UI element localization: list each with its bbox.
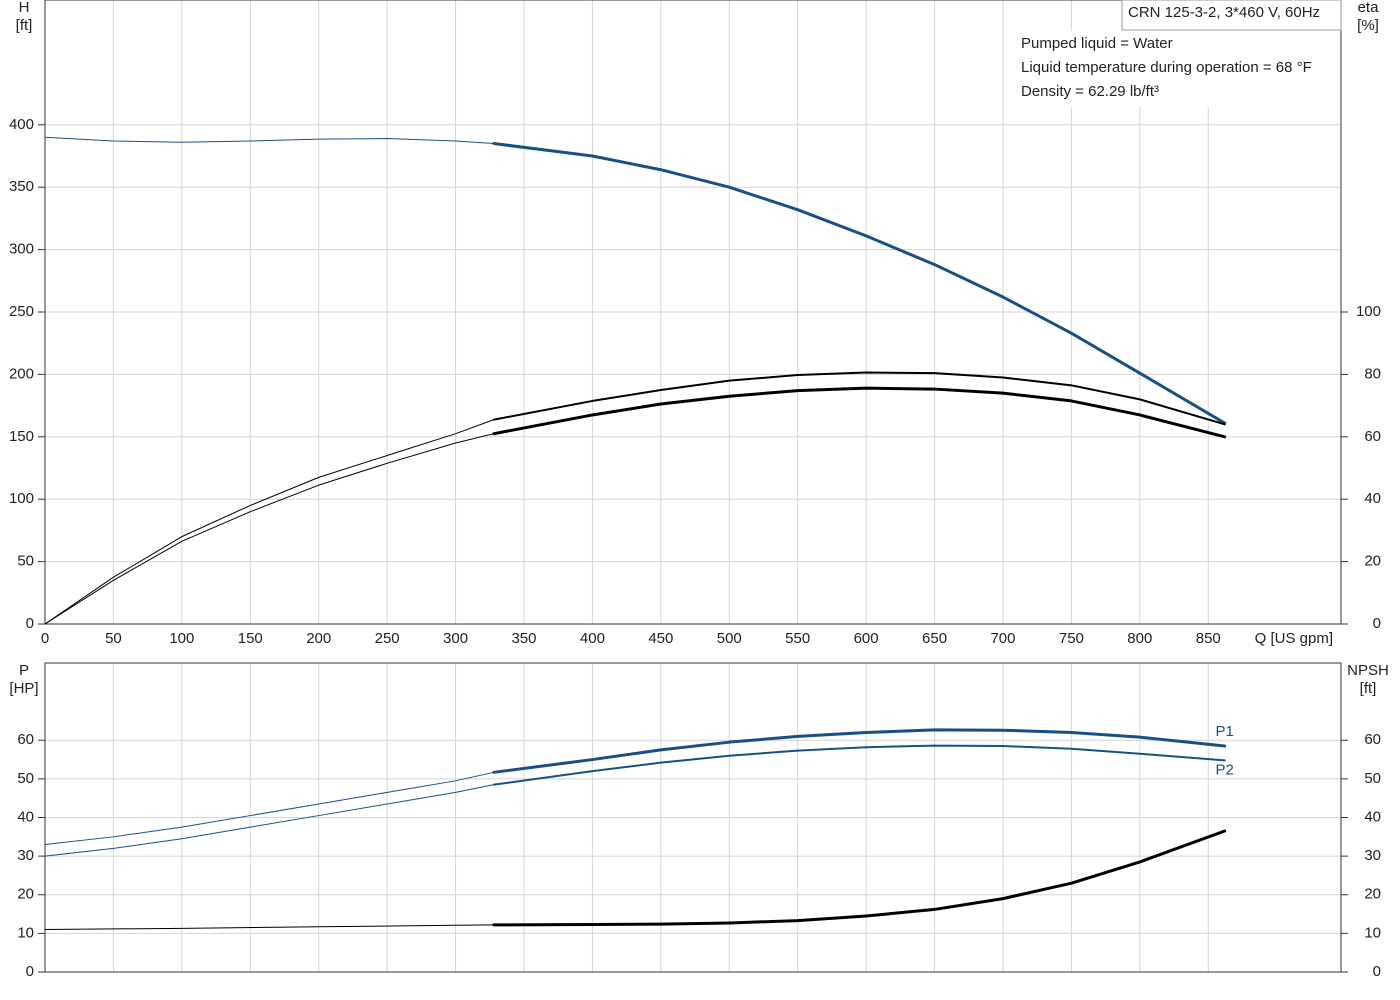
x-tick-label: 150 bbox=[238, 630, 263, 647]
y2-tick-label: 0 bbox=[1373, 963, 1381, 980]
x-tick-label: 250 bbox=[375, 630, 400, 647]
y-tick-label: 0 bbox=[26, 615, 34, 632]
y2-axis-label: [ft] bbox=[1360, 680, 1377, 697]
x-tick-label: 400 bbox=[580, 630, 605, 647]
x-tick-label: 850 bbox=[1196, 630, 1221, 647]
title-box bbox=[1121, 0, 1342, 31]
y-tick-label: 350 bbox=[9, 178, 34, 195]
y-tick-label: 150 bbox=[9, 428, 34, 445]
plot-frame bbox=[44, 662, 1342, 973]
curve bbox=[492, 744, 1226, 786]
x-tick-label: 500 bbox=[717, 630, 742, 647]
y2-tick-label: 20 bbox=[1364, 553, 1381, 570]
y-axis-label: P bbox=[19, 662, 29, 679]
y2-tick-label: 40 bbox=[1364, 808, 1381, 825]
x-tick-label: 50 bbox=[105, 630, 122, 647]
series-label: P2 bbox=[1215, 761, 1233, 778]
y-tick-label: 100 bbox=[9, 490, 34, 507]
curve bbox=[44, 924, 495, 931]
y-tick-label: 10 bbox=[17, 924, 34, 941]
y-axis-label: [HP] bbox=[9, 680, 38, 697]
y-tick-label: 250 bbox=[9, 303, 34, 320]
x-tick-label: 450 bbox=[648, 630, 673, 647]
x-axis-label: Q [US gpm] bbox=[1255, 630, 1333, 647]
x-tick-label: 750 bbox=[1059, 630, 1084, 647]
x-tick-label: 600 bbox=[854, 630, 879, 647]
y2-tick-label: 60 bbox=[1364, 731, 1381, 748]
y-tick-label: 0 bbox=[26, 963, 34, 980]
x-tick-label: 0 bbox=[41, 630, 49, 647]
x-tick-label: 700 bbox=[990, 630, 1015, 647]
curve bbox=[492, 142, 1227, 425]
x-tick-label: 800 bbox=[1127, 630, 1152, 647]
x-tick-label: 350 bbox=[511, 630, 536, 647]
x-tick-label: 650 bbox=[922, 630, 947, 647]
curve bbox=[44, 136, 495, 145]
y-tick-label: 20 bbox=[17, 886, 34, 903]
annotation: Pumped liquid = Water bbox=[1021, 35, 1173, 52]
curve bbox=[492, 371, 1226, 426]
x-tick-label: 300 bbox=[443, 630, 468, 647]
x-tick-label: 550 bbox=[785, 630, 810, 647]
curve bbox=[492, 728, 1227, 774]
y2-axis-label: [%] bbox=[1357, 17, 1379, 34]
y-tick-label: 60 bbox=[17, 731, 34, 748]
curve bbox=[492, 386, 1227, 439]
curve bbox=[44, 419, 495, 625]
x-tick-label: 100 bbox=[169, 630, 194, 647]
y2-tick-label: 80 bbox=[1364, 365, 1381, 382]
x-tick-label: 200 bbox=[306, 630, 331, 647]
y-tick-label: 400 bbox=[9, 116, 34, 133]
curve bbox=[44, 784, 495, 857]
y-tick-label: 40 bbox=[17, 808, 34, 825]
y2-axis-label: eta bbox=[1358, 0, 1380, 16]
y-tick-label: 200 bbox=[9, 365, 34, 382]
y-tick-label: 50 bbox=[17, 553, 34, 570]
y-axis-label: [ft] bbox=[16, 17, 33, 34]
curve bbox=[44, 433, 495, 625]
chart-title: CRN 125-3-2, 3*460 V, 60Hz bbox=[1128, 4, 1320, 21]
y2-tick-label: 100 bbox=[1356, 303, 1381, 320]
y-tick-label: 300 bbox=[9, 241, 34, 258]
curve bbox=[492, 829, 1227, 927]
y2-tick-label: 20 bbox=[1364, 886, 1381, 903]
info-box bbox=[1015, 31, 1340, 107]
y2-axis-label: NPSH bbox=[1347, 662, 1389, 679]
plot-frame bbox=[44, 0, 1342, 625]
y2-tick-label: 60 bbox=[1364, 428, 1381, 445]
y2-tick-label: 40 bbox=[1364, 490, 1381, 507]
y2-tick-label: 0 bbox=[1373, 615, 1381, 632]
y-axis-label: H bbox=[19, 0, 30, 16]
y2-tick-label: 50 bbox=[1364, 770, 1381, 787]
y-tick-label: 30 bbox=[17, 847, 34, 864]
series-label: P1 bbox=[1215, 723, 1233, 740]
y-tick-label: 50 bbox=[17, 770, 34, 787]
y2-tick-label: 30 bbox=[1364, 847, 1381, 864]
annotation: Density = 62.29 lb/ft³ bbox=[1021, 83, 1159, 100]
y2-tick-label: 10 bbox=[1364, 924, 1381, 941]
curve bbox=[44, 771, 495, 846]
annotation: Liquid temperature during operation = 68… bbox=[1021, 59, 1312, 76]
